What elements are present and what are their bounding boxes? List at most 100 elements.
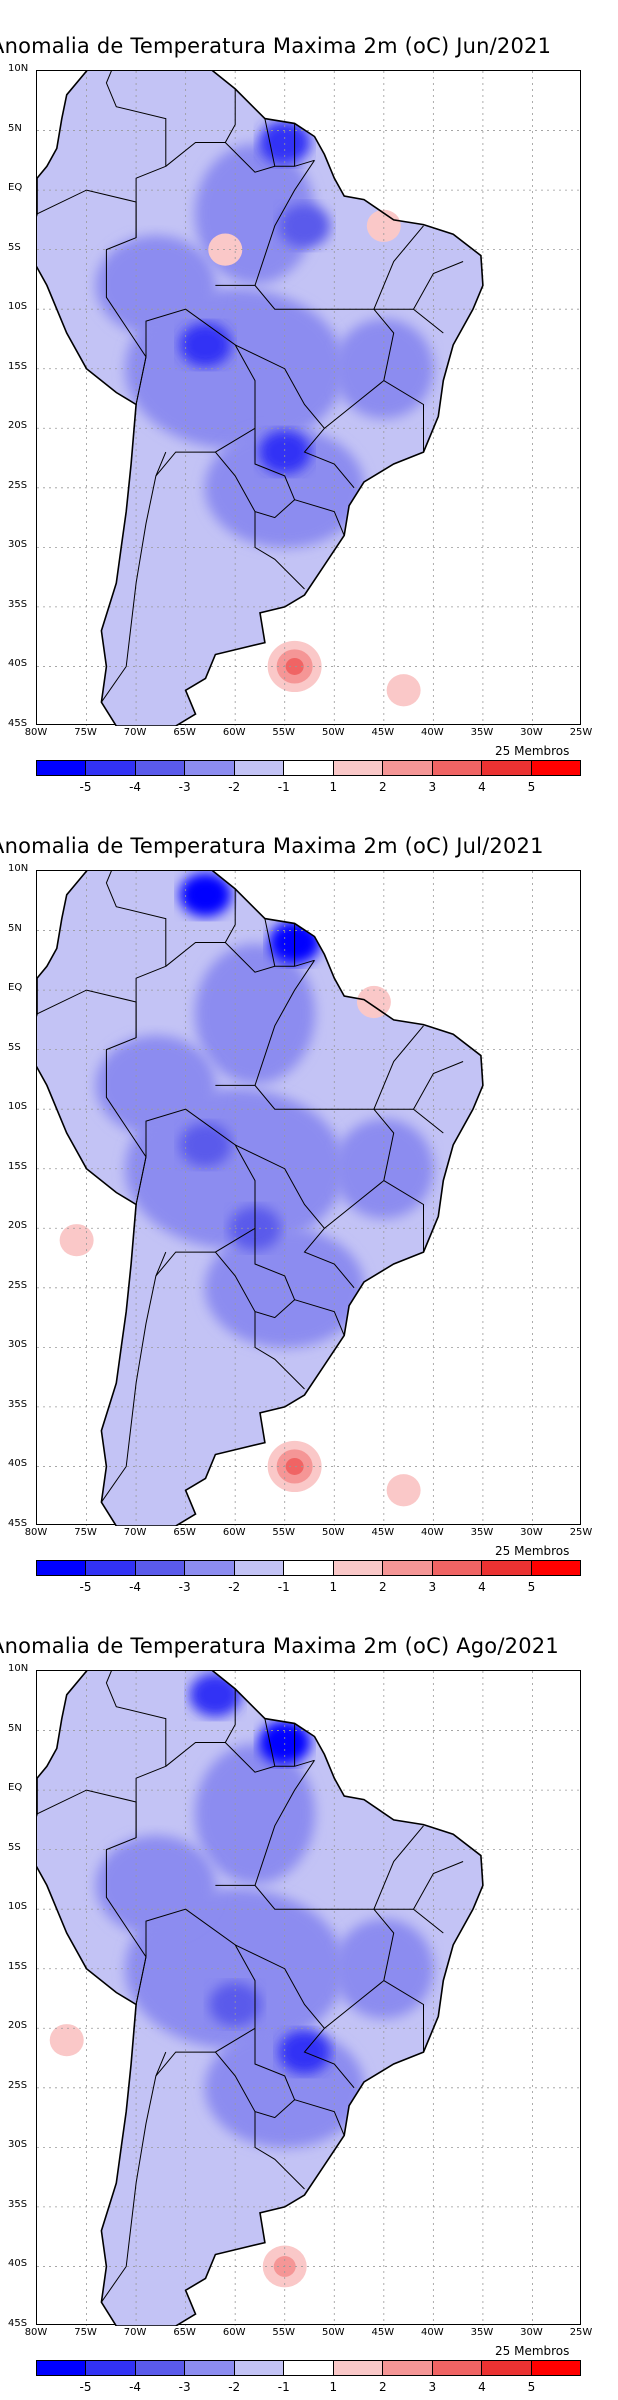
longitude-label: 75W <box>74 727 97 738</box>
panel-title: Anomalia de Temperatura Maxima 2m (oC) J… <box>0 34 552 58</box>
border-line <box>254 1760 315 1886</box>
colorbar-label: 3 <box>428 780 437 794</box>
latitude-label: 35S <box>8 1398 28 1410</box>
border-line <box>215 428 296 519</box>
longitude-label: 25W <box>569 2327 593 2338</box>
longitude-label: 30W <box>520 2327 543 2338</box>
latitude-label: 20S <box>8 2020 28 2032</box>
colorbar-segment <box>284 2361 334 2375</box>
cold-anomaly <box>189 1672 242 1717</box>
panel-title: Anomalia de Temperatura Maxima 2m (oC) A… <box>0 1634 559 1658</box>
latitude-label: 30S <box>8 2139 28 2151</box>
colorbar-label: -3 <box>178 780 191 794</box>
longitude-label: 45W <box>371 2327 395 2338</box>
ensemble-members-label: 25 Membros <box>495 1544 570 1558</box>
border-line <box>215 284 395 489</box>
latitude-label: 10N <box>8 63 29 74</box>
latitude-label: 45S <box>8 718 28 729</box>
border-line <box>264 1718 276 1767</box>
colorbar-label: 2 <box>378 780 387 794</box>
latitude-label: 25S <box>8 479 28 491</box>
colorbar-segment <box>37 2361 87 2375</box>
coastline <box>37 871 484 1526</box>
latitude-label: 15S <box>8 1960 28 1972</box>
map-frame <box>36 870 582 1526</box>
border-line <box>254 511 305 590</box>
colorbar-label: 4 <box>478 2380 486 2394</box>
anomaly-region <box>333 1118 434 1219</box>
longitude-label: 80W <box>24 2327 48 2338</box>
colorbar-segment <box>135 2361 186 2375</box>
longitude-label: 65W <box>173 727 196 738</box>
warm-anomaly <box>208 233 243 266</box>
colorbar-label: -4 <box>129 780 142 794</box>
colorbar-segment <box>383 761 433 775</box>
longitude-label: 30W <box>520 727 543 738</box>
colorbar-label: -3 <box>178 1580 191 1594</box>
latitude-label: 40S <box>8 658 28 670</box>
anomaly-region <box>195 1743 315 1884</box>
anomaly-region <box>195 943 315 1084</box>
cold-anomaly <box>179 1122 232 1167</box>
colorbar-label: 2 <box>378 2380 387 2394</box>
latitude-label: 45S <box>8 1518 28 1529</box>
latitude-label: 10S <box>8 301 28 313</box>
anomaly-region <box>95 1035 216 1136</box>
ensemble-members-label: 25 Membros <box>495 744 570 758</box>
border-line <box>215 1084 395 1289</box>
colorbar-segment <box>333 1561 384 1575</box>
colorbar <box>36 1560 581 1576</box>
border-line <box>413 1861 464 1910</box>
longitude-label: 55W <box>272 727 296 738</box>
longitude-label: 70W <box>123 1527 147 1538</box>
colorbar <box>36 2360 581 2376</box>
latitude-label: 35S <box>8 2198 28 2210</box>
border-line <box>234 1144 325 1229</box>
coastline <box>37 1671 484 2326</box>
border-line <box>100 451 167 703</box>
longitude-label: 25W <box>569 1527 593 1538</box>
colorbar-label: 4 <box>478 1580 486 1594</box>
colorbar-segment <box>37 761 87 775</box>
latitude-label: 5S <box>8 241 21 253</box>
warm-anomaly <box>366 209 401 242</box>
warm-anomaly <box>356 985 391 1019</box>
latitude-label: 15S <box>8 1160 28 1172</box>
longitude-label: 40W <box>421 727 444 738</box>
colorbar-label: 1 <box>329 780 338 794</box>
longitude-label: 40W <box>421 2327 444 2338</box>
warm-anomaly <box>285 1457 304 1475</box>
colorbar-label: -2 <box>228 1580 241 1594</box>
latitude-label: 15S <box>8 360 28 372</box>
border-line <box>135 1108 256 1277</box>
border-line <box>135 308 256 477</box>
longitude-label: 45W <box>371 727 395 738</box>
colorbar-segment <box>383 2361 433 2375</box>
longitude-label: 50W <box>321 2327 345 2338</box>
colorbar-label: -3 <box>178 2380 191 2394</box>
longitude-label: 35W <box>470 1527 494 1538</box>
border-line <box>224 1742 315 1773</box>
colorbar-segment <box>86 2361 136 2375</box>
latitude-label: 10N <box>8 1663 29 1674</box>
colorbar-label: 1 <box>329 1580 338 1594</box>
border-line <box>100 1251 167 1503</box>
latitude-label: 40S <box>8 2258 28 2270</box>
anomaly-region <box>95 235 216 336</box>
colorbar-label: 5 <box>527 1580 536 1594</box>
longitude-label: 60W <box>222 1527 246 1538</box>
anomaly-map <box>37 71 582 726</box>
latitude-label: 5N <box>8 1722 22 1734</box>
longitude-label: 50W <box>321 1527 345 1538</box>
colorbar-segment <box>531 2361 580 2375</box>
border-line <box>373 308 444 334</box>
colorbar-label: -5 <box>79 2380 92 2394</box>
longitude-label: 70W <box>123 2327 147 2338</box>
border-line <box>234 1944 325 2029</box>
border-line <box>413 261 464 310</box>
latitude-label: 40S <box>8 1458 28 1470</box>
border-line <box>105 871 167 1038</box>
latitude-label: 35S <box>8 598 28 610</box>
latitude-label: 30S <box>8 1339 28 1351</box>
colorbar-segment <box>432 2361 483 2375</box>
